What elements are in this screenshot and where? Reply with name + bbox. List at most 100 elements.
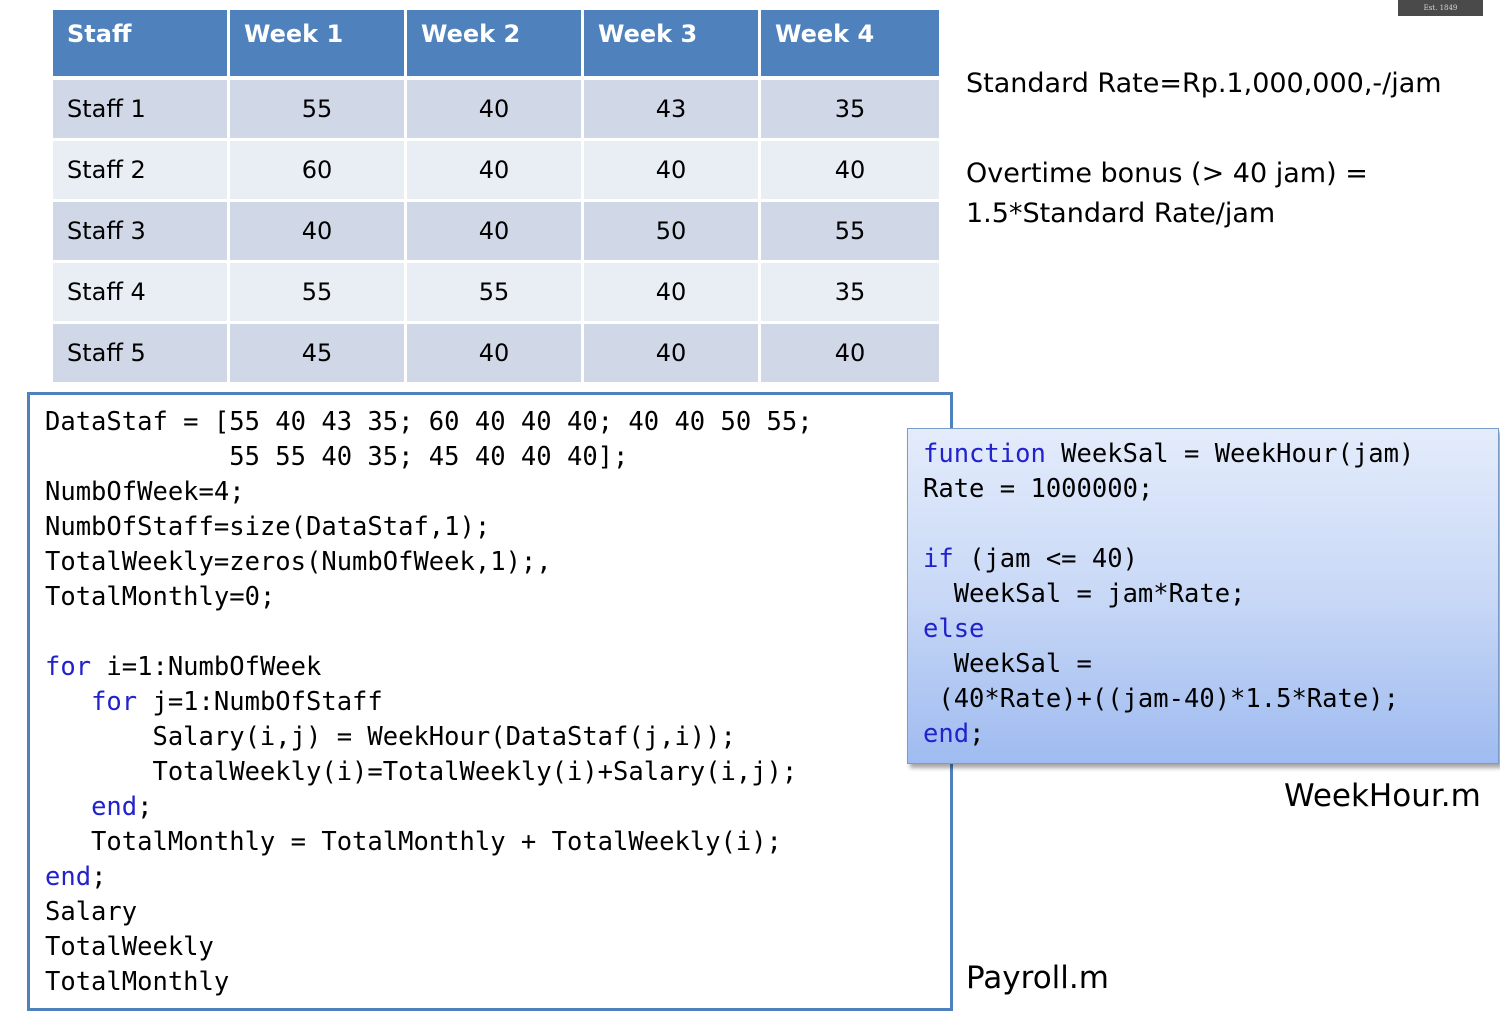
code-line: TotalMonthly=0; bbox=[45, 582, 275, 612]
code-text bbox=[45, 792, 91, 822]
weekhour-code-block: function WeekSal = WeekHour(jam) Rate = … bbox=[907, 428, 1499, 764]
hours-cell: 40 bbox=[407, 202, 584, 263]
code-line: if (jam <= 40) bbox=[923, 544, 1138, 574]
code-line: for j=1:NumbOfStaff bbox=[45, 687, 383, 717]
code-text: ; bbox=[969, 719, 985, 749]
staff-name-cell: Staff 2 bbox=[53, 141, 230, 202]
payroll-code-block: DataStaf = [55 40 43 35; 60 40 40 40; 40… bbox=[27, 392, 953, 1011]
code-keyword: else bbox=[923, 614, 985, 644]
code-line: (40*Rate)+((jam-40)*1.5*Rate); bbox=[923, 684, 1399, 714]
header-staff: Staff bbox=[53, 10, 230, 80]
logo-badge: Est. 1849 bbox=[1398, 0, 1483, 16]
code-text: (40*Rate)+((jam-40)*1.5*Rate); bbox=[923, 684, 1399, 714]
header-week-2: Week 2 bbox=[407, 10, 584, 80]
code-line: end; bbox=[923, 719, 984, 749]
code-text: TotalMonthly bbox=[45, 967, 230, 997]
hours-cell: 35 bbox=[761, 80, 939, 141]
hours-cell: 55 bbox=[230, 263, 407, 324]
code-text: Salary bbox=[45, 897, 138, 927]
code-text: DataStaf = [55 40 43 35; 60 40 40 40; 40… bbox=[45, 407, 813, 437]
hours-cell: 50 bbox=[584, 202, 761, 263]
code-text: Salary(i,j) = WeekHour(DataStaf(j,i)); bbox=[45, 722, 736, 752]
code-line: TotalMonthly bbox=[45, 967, 229, 997]
code-keyword: for bbox=[91, 687, 138, 717]
code-text: TotalWeekly bbox=[45, 932, 214, 962]
weekhour-file-caption: WeekHour.m bbox=[1284, 778, 1481, 814]
hours-cell: 55 bbox=[761, 202, 939, 263]
staff-name-cell: Staff 5 bbox=[53, 324, 230, 385]
table-row: Staff 3 40 40 50 55 bbox=[53, 202, 939, 263]
code-text bbox=[45, 687, 91, 717]
staff-name-cell: Staff 4 bbox=[53, 263, 230, 324]
code-text: WeekSal = bbox=[923, 649, 1092, 679]
hours-cell: 40 bbox=[584, 263, 761, 324]
code-line: WeekSal = jam*Rate; bbox=[923, 579, 1246, 609]
code-text: WeekSal = jam*Rate; bbox=[923, 579, 1246, 609]
code-line: TotalMonthly = TotalMonthly + TotalWeekl… bbox=[45, 827, 782, 857]
hours-cell: 45 bbox=[230, 324, 407, 385]
hours-cell: 40 bbox=[407, 80, 584, 141]
payroll-file-caption: Payroll.m bbox=[966, 960, 1109, 996]
code-text: NumbOfWeek=4; bbox=[45, 477, 245, 507]
code-text: TotalMonthly = TotalMonthly + TotalWeekl… bbox=[45, 827, 782, 857]
code-line: function WeekSal = WeekHour(jam) bbox=[923, 439, 1414, 469]
code-line: NumbOfWeek=4; bbox=[45, 477, 245, 507]
hours-cell: 60 bbox=[230, 141, 407, 202]
code-line: for i=1:NumbOfWeek bbox=[45, 652, 321, 682]
code-line: end; bbox=[45, 862, 106, 892]
code-text: i=1:NumbOfWeek bbox=[91, 652, 322, 682]
code-line: NumbOfStaff=size(DataStaf,1); bbox=[45, 512, 490, 542]
hours-cell: 40 bbox=[584, 141, 761, 202]
table-header-row: Staff Week 1 Week 2 Week 3 Week 4 bbox=[53, 10, 939, 80]
overtime-note-line-1: Overtime bonus (> 40 jam) = bbox=[966, 158, 1368, 189]
code-text: WeekSal = WeekHour(jam) bbox=[1045, 439, 1415, 469]
code-line: end; bbox=[45, 792, 152, 822]
staff-name-cell: Staff 1 bbox=[53, 80, 230, 141]
table-row: Staff 4 55 55 40 35 bbox=[53, 263, 939, 324]
code-keyword: end bbox=[45, 862, 92, 892]
table-row: Staff 1 55 40 43 35 bbox=[53, 80, 939, 141]
hours-cell: 40 bbox=[584, 324, 761, 385]
logo-text: Est. 1849 bbox=[1423, 4, 1458, 12]
code-line: 55 55 40 35; 45 40 40 40]; bbox=[45, 442, 628, 472]
hours-cell: 40 bbox=[407, 141, 584, 202]
hours-cell: 40 bbox=[761, 141, 939, 202]
code-keyword: if bbox=[923, 544, 954, 574]
code-text: TotalWeekly=zeros(NumbOfWeek,1);, bbox=[45, 547, 552, 577]
header-week-1: Week 1 bbox=[230, 10, 407, 80]
code-line: Salary bbox=[45, 897, 137, 927]
code-text: ; bbox=[91, 862, 107, 892]
code-text: j=1:NumbOfStaff bbox=[137, 687, 383, 717]
code-text: (jam <= 40) bbox=[953, 544, 1138, 574]
hours-table: Staff Week 1 Week 2 Week 3 Week 4 Staff … bbox=[53, 10, 939, 385]
code-keyword: end bbox=[923, 719, 970, 749]
overtime-note-line-2: 1.5*Standard Rate/jam bbox=[966, 198, 1276, 229]
hours-cell: 55 bbox=[230, 80, 407, 141]
code-text: TotalWeekly(i)=TotalWeekly(i)+Salary(i,j… bbox=[45, 757, 798, 787]
code-line: TotalWeekly bbox=[45, 932, 214, 962]
standard-rate-note: Standard Rate=Rp.1,000,000,-/jam bbox=[966, 68, 1442, 99]
code-text: TotalMonthly=0; bbox=[45, 582, 276, 612]
code-text: NumbOfStaff=size(DataStaf,1); bbox=[45, 512, 491, 542]
code-line: Salary(i,j) = WeekHour(DataStaf(j,i)); bbox=[45, 722, 736, 752]
table-row: Staff 2 60 40 40 40 bbox=[53, 141, 939, 202]
code-line: DataStaf = [55 40 43 35; 60 40 40 40; 40… bbox=[45, 407, 813, 437]
table-row: Staff 5 45 40 40 40 bbox=[53, 324, 939, 385]
hours-cell: 35 bbox=[761, 263, 939, 324]
hours-cell: 40 bbox=[761, 324, 939, 385]
code-keyword: for bbox=[45, 652, 92, 682]
code-line: WeekSal = bbox=[923, 649, 1092, 679]
code-text: Rate = 1000000; bbox=[923, 474, 1154, 504]
header-week-3: Week 3 bbox=[584, 10, 761, 80]
code-text: 55 55 40 35; 45 40 40 40]; bbox=[45, 442, 629, 472]
code-keyword: function bbox=[923, 439, 1046, 469]
hours-cell: 40 bbox=[407, 324, 584, 385]
code-line: else bbox=[923, 614, 984, 644]
header-week-4: Week 4 bbox=[761, 10, 939, 80]
code-line: TotalWeekly=zeros(NumbOfWeek,1);, bbox=[45, 547, 552, 577]
code-line: Rate = 1000000; bbox=[923, 474, 1153, 504]
code-text: ; bbox=[137, 792, 153, 822]
code-line: TotalWeekly(i)=TotalWeekly(i)+Salary(i,j… bbox=[45, 757, 797, 787]
staff-name-cell: Staff 3 bbox=[53, 202, 230, 263]
hours-cell: 55 bbox=[407, 263, 584, 324]
